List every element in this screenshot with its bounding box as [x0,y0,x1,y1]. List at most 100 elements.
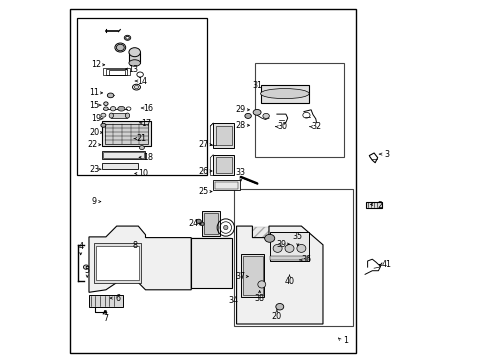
Text: 21: 21 [136,134,146,143]
Bar [213,155,234,175]
Text: 34: 34 [228,296,238,305]
Ellipse shape [125,113,129,118]
Bar [242,256,262,295]
Ellipse shape [129,60,140,66]
Text: 24: 24 [187,219,198,228]
Text: 30: 30 [277,122,287,131]
Ellipse shape [244,113,251,118]
Bar [204,213,218,234]
Polygon shape [236,226,322,324]
Text: 15: 15 [89,100,99,109]
Ellipse shape [103,102,108,105]
Bar [192,238,230,287]
Ellipse shape [118,107,125,111]
Bar [104,124,148,144]
Bar [96,246,139,280]
Ellipse shape [107,93,114,98]
Bar [129,52,140,63]
Ellipse shape [124,35,130,40]
Text: 17: 17 [141,118,151,127]
Bar [109,70,124,75]
Text: 26: 26 [198,166,208,175]
Text: 23: 23 [89,165,99,174]
Text: 1: 1 [342,336,347,345]
Ellipse shape [83,265,89,269]
Bar [215,182,238,189]
Text: 22: 22 [87,140,97,149]
Bar [237,227,271,323]
Text: 29: 29 [235,105,245,114]
Text: 5: 5 [84,266,90,275]
Ellipse shape [273,244,282,252]
Bar [94,243,141,283]
Text: 31: 31 [252,81,262,90]
Bar [215,157,231,173]
Ellipse shape [129,48,140,57]
Text: 35: 35 [292,233,302,241]
Ellipse shape [285,244,293,252]
Text: 40: 40 [284,277,294,286]
Text: 37: 37 [235,272,245,281]
Ellipse shape [109,113,113,118]
Ellipse shape [257,281,265,288]
Bar [215,126,231,145]
Ellipse shape [116,44,124,51]
Bar [255,63,343,157]
Polygon shape [191,238,231,288]
Ellipse shape [296,244,305,252]
Text: 10: 10 [138,169,148,178]
Text: 28: 28 [235,121,245,130]
Bar [213,180,240,190]
Bar [89,295,123,307]
Ellipse shape [103,107,108,111]
Text: 41: 41 [381,260,391,269]
Ellipse shape [223,225,227,230]
Bar [270,256,308,260]
Text: 11: 11 [89,88,99,97]
Bar [269,232,309,261]
Text: 39: 39 [276,240,285,248]
Bar [103,68,130,75]
Bar [213,123,234,148]
Polygon shape [89,226,191,292]
Text: 4: 4 [78,242,83,251]
Text: 9: 9 [91,197,97,206]
Text: 32: 32 [311,122,321,131]
Ellipse shape [110,107,116,111]
Text: 13: 13 [128,65,138,74]
Bar [366,202,382,208]
Bar [77,18,206,175]
Text: 20: 20 [89,128,99,137]
Ellipse shape [134,85,139,89]
Bar [202,211,219,236]
Text: 12: 12 [91,60,101,69]
Bar [260,85,309,103]
Ellipse shape [101,113,106,117]
Ellipse shape [196,219,201,224]
Bar [102,163,138,169]
Ellipse shape [275,303,283,310]
Text: 20: 20 [271,311,282,320]
Bar [102,151,145,159]
Bar [233,189,352,326]
Bar [102,121,151,146]
Bar [103,152,144,158]
Text: 27: 27 [198,140,208,149]
Ellipse shape [125,36,129,39]
Text: 3: 3 [384,150,388,159]
Text: 16: 16 [143,104,153,112]
Text: 6: 6 [115,294,120,302]
Text: 36: 36 [301,256,311,264]
Text: 14: 14 [137,77,146,85]
Text: 2: 2 [376,201,381,210]
Text: 8: 8 [132,241,137,250]
Bar [70,9,355,353]
Bar [106,69,127,75]
Ellipse shape [101,123,106,127]
Ellipse shape [263,113,269,118]
Bar [111,113,127,118]
Text: 38: 38 [254,294,264,303]
Bar [241,254,264,297]
Text: 33: 33 [235,168,245,177]
Ellipse shape [115,43,125,52]
